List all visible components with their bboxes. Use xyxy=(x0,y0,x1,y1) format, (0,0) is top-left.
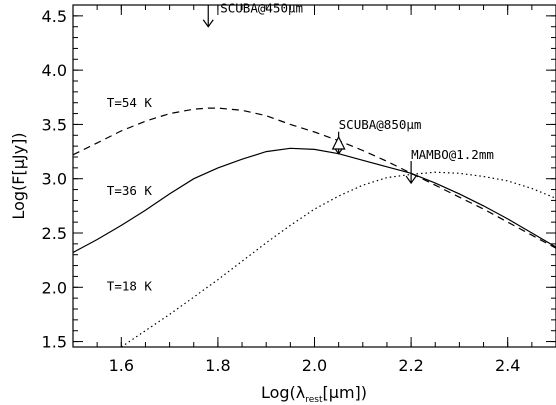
y-tick-label: 4.5 xyxy=(42,7,67,26)
series-line-2 xyxy=(72,147,556,254)
series-line-1 xyxy=(72,107,556,249)
y-tick-label: 3.0 xyxy=(42,170,67,189)
y-tick-label: 2.5 xyxy=(42,224,67,243)
series-label: T=18 K xyxy=(107,279,153,294)
annotation-layer: T=54 K T=36 K T=18 K SCUBA@450μm SCUBA@850μm… xyxy=(107,1,494,294)
upper-limit-arrowhead xyxy=(202,19,214,28)
y-tick-label: 3.5 xyxy=(42,115,67,134)
upper-limit-label: SCUBA@850μm xyxy=(339,117,422,132)
x-tick-label: 2.2 xyxy=(398,356,423,375)
series-label: T=54 K xyxy=(107,95,153,110)
y-tick-label: 1.5 xyxy=(42,333,67,352)
series-line-3 xyxy=(120,171,556,348)
axis-layer: 1.6 1.8 2.0 2.2 2.4 1.5 2.0 2.5 3.0 3.5 4.0 4.5 xyxy=(42,4,556,375)
y-tick-label: 4.0 xyxy=(42,61,67,80)
x-tick-label: 2.4 xyxy=(495,356,520,375)
y-tick-label: 2.0 xyxy=(42,278,67,297)
y-axis-label: Log(F[μJy]) xyxy=(9,132,28,219)
series-label: T=36 K xyxy=(107,183,153,198)
x-axis-label: Log(λrest[μm]) xyxy=(261,383,367,405)
upper-limit-arrowhead xyxy=(405,175,417,185)
detection-triangle xyxy=(331,135,346,150)
x-tick-label: 2.0 xyxy=(302,356,327,375)
x-tick-label: 1.6 xyxy=(109,356,134,375)
upper-limit-label: SCUBA@450μm xyxy=(220,1,303,16)
plot-frame xyxy=(72,4,556,348)
series-layer xyxy=(72,107,556,348)
upper-limit-label: MAMBO@1.2mm xyxy=(411,147,494,162)
x-tick-label: 1.8 xyxy=(205,356,230,375)
